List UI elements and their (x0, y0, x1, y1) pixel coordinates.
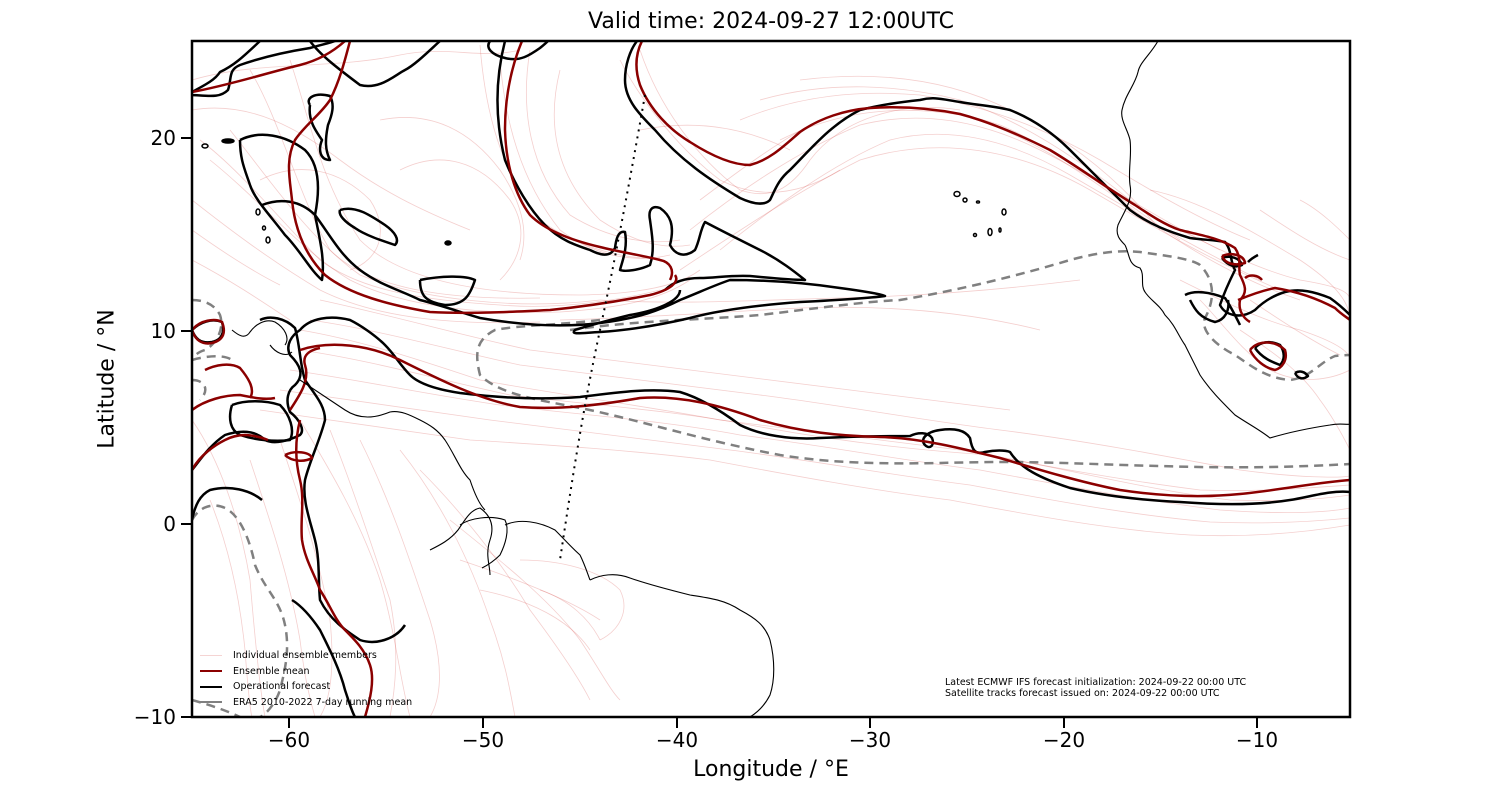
satellite-issue-text: Satellite tracks forecast issued on: 202… (945, 688, 1220, 699)
x-tick-label: −40 (655, 728, 699, 752)
forecast-info-annotation: Latest ECMWF IFS forecast initialization… (945, 677, 1246, 699)
x-tick-label: −50 (461, 728, 505, 752)
legend-swatch (200, 701, 222, 704)
legend-item-operational-forecast: Operational forecast (200, 679, 412, 695)
y-tick-label: 20 (150, 126, 176, 150)
legend-label: ERA5 2010-2022 7-day running mean (233, 696, 413, 708)
init-time-text: Latest ECMWF IFS forecast initialization… (945, 677, 1247, 688)
chart-title: Valid time: 2024-09-27 12:00UTC (588, 9, 954, 34)
plot-frame (190, 39, 1352, 719)
coastlines (231, 41, 1350, 717)
legend-item-ensemble-members: Individual ensemble members (200, 648, 412, 664)
legend-label: Individual ensemble members (233, 650, 377, 661)
ensemble-mean-contours (192, 41, 1350, 717)
legend-swatch (200, 685, 222, 688)
legend-swatch (200, 655, 222, 657)
legend-item-era5-mean: ERA5 2010-2022 7-day running mean (200, 695, 412, 711)
x-tick-label: −60 (267, 728, 311, 752)
x-tick-label: −10 (1235, 728, 1279, 752)
x-axis-label: Longitude / °E (693, 757, 849, 782)
axis-ticks (181, 137, 1258, 728)
legend-item-ensemble-mean: Ensemble mean (200, 664, 412, 680)
legend: Individual ensemble members Ensemble mea… (200, 648, 412, 710)
satellite-track (559, 94, 646, 561)
y-tick-label: 0 (163, 512, 176, 536)
legend-label: Operational forecast (233, 681, 331, 692)
era5-running-mean (192, 250, 1350, 717)
x-tick-label: −30 (848, 728, 892, 752)
y-axis-label: Latitude / °N (94, 309, 120, 449)
legend-swatch (200, 670, 222, 673)
island-contours (201, 138, 1007, 246)
legend-label: Ensemble mean (233, 665, 310, 677)
y-tick-label: −10 (133, 705, 176, 729)
operational-forecast-contours (192, 41, 1350, 717)
x-tick-label: −20 (1042, 728, 1086, 752)
map-plot-area (192, 41, 1350, 717)
y-tick-label: 10 (150, 319, 176, 343)
